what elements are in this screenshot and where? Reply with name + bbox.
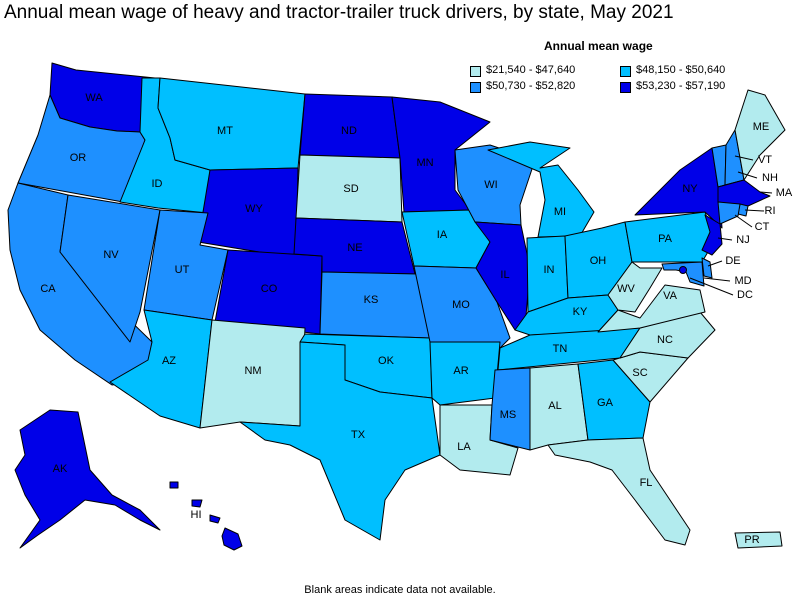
state-ms[interactable] xyxy=(489,367,531,451)
state-label-wy: WY xyxy=(245,203,263,215)
label-leader-line xyxy=(744,209,765,212)
state-hi-oahu[interactable] xyxy=(191,499,203,508)
state-label-mn: MN xyxy=(416,157,433,169)
state-mn[interactable] xyxy=(391,96,491,213)
state-va[interactable] xyxy=(597,284,706,333)
hawaii-islands xyxy=(169,481,243,551)
state-de[interactable] xyxy=(701,257,713,279)
state-label-ia: IA xyxy=(437,229,448,241)
state-label-sd: SD xyxy=(343,183,358,195)
state-md[interactable] xyxy=(661,261,705,287)
legend-swatch-tier-1 xyxy=(620,66,631,77)
state-label-vt: VT xyxy=(758,154,772,166)
state-label-md: MD xyxy=(734,275,751,287)
state-mi[interactable] xyxy=(487,141,595,238)
state-label-tn: TN xyxy=(553,343,568,355)
state-label-ma: MA xyxy=(776,187,793,199)
state-label-va: VA xyxy=(663,290,678,302)
state-label-hi: HI xyxy=(191,509,202,521)
state-wi[interactable] xyxy=(454,144,536,226)
label-leader-line xyxy=(717,237,733,241)
state-dc[interactable] xyxy=(679,266,687,274)
state-label-wv: WV xyxy=(617,283,635,295)
state-label-ut: UT xyxy=(175,264,190,276)
state-ak[interactable] xyxy=(14,409,161,549)
state-label-de: DE xyxy=(725,255,740,267)
state-fl[interactable] xyxy=(547,437,691,546)
state-label-me: ME xyxy=(753,121,770,133)
state-label-wi: WI xyxy=(484,179,497,191)
state-label-ok: OK xyxy=(378,355,395,367)
state-label-nc: NC xyxy=(657,334,673,346)
state-label-oh: OH xyxy=(590,255,607,267)
state-label-tx: TX xyxy=(351,429,366,441)
state-label-la: LA xyxy=(457,441,471,453)
state-label-nv: NV xyxy=(103,249,119,261)
label-leader-line xyxy=(734,214,753,228)
state-labels: WA OR CA ID NV MT WY UT AZ CO NM ND SD NE KS OK TX MN IA MO… xyxy=(40,92,793,546)
state-label-ak: AK xyxy=(53,463,68,475)
state-hi-kauai[interactable] xyxy=(169,481,179,489)
state-pr[interactable] xyxy=(734,531,783,549)
label-leader-line xyxy=(759,191,773,194)
state-label-mo: MO xyxy=(452,299,470,311)
state-label-ms: MS xyxy=(500,409,517,421)
footer-note: Blank areas indicate data not available. xyxy=(304,584,496,596)
legend-label-tier-0: $21,540 - $47,640 xyxy=(486,64,576,76)
state-wv[interactable] xyxy=(607,261,663,313)
state-label-pa: PA xyxy=(658,233,673,245)
legend-label-tier-1: $48,150 - $50,640 xyxy=(636,64,726,76)
state-label-nj: NJ xyxy=(736,234,749,246)
state-hi-big[interactable] xyxy=(221,527,243,551)
state-label-dc: DC xyxy=(737,289,753,301)
state-label-ri: RI xyxy=(765,205,776,217)
state-label-nm: NM xyxy=(244,365,261,377)
legend-swatch-tier-2 xyxy=(470,82,481,93)
legend-swatch-tier-0 xyxy=(470,66,481,77)
map-title: Annual mean wage of heavy and tractor-tr… xyxy=(4,2,674,23)
label-leader-line xyxy=(734,155,754,161)
state-ga[interactable] xyxy=(577,359,651,441)
state-label-co: CO xyxy=(261,283,278,295)
state-ar[interactable] xyxy=(429,341,501,406)
label-leader-line xyxy=(737,171,758,179)
state-label-il: IL xyxy=(500,269,509,281)
state-label-ct: CT xyxy=(755,221,770,233)
legend-title: Annual mean wage xyxy=(544,39,653,53)
state-label-pr: PR xyxy=(744,534,759,546)
state-label-ne: NE xyxy=(347,242,362,254)
state-label-sc: SC xyxy=(632,367,647,379)
state-tx[interactable] xyxy=(239,341,441,541)
state-label-mt: MT xyxy=(217,125,233,137)
state-label-fl: FL xyxy=(640,477,653,489)
state-label-in: IN xyxy=(544,264,555,276)
state-label-ca: CA xyxy=(40,283,56,295)
state-me[interactable] xyxy=(734,89,786,181)
state-nj[interactable] xyxy=(701,214,723,256)
state-hi-maui[interactable] xyxy=(209,514,221,524)
state-label-az: AZ xyxy=(162,355,176,367)
legend-label-tier-2: $50,730 - $52,820 xyxy=(486,80,576,92)
state-label-ky: KY xyxy=(573,306,588,318)
state-mt[interactable] xyxy=(157,77,306,171)
state-label-or: OR xyxy=(70,152,87,164)
state-label-al: AL xyxy=(548,400,561,412)
state-label-ks: KS xyxy=(364,294,379,306)
state-ct[interactable] xyxy=(717,201,741,225)
state-label-ga: GA xyxy=(597,397,614,409)
label-leader-line xyxy=(707,260,723,267)
legend-label-tier-3: $53,230 - $57,190 xyxy=(636,80,726,92)
label-leader-line xyxy=(703,277,731,282)
state-nv[interactable] xyxy=(59,194,161,343)
state-label-nh: NH xyxy=(762,172,778,184)
state-label-nd: ND xyxy=(341,125,357,137)
state-label-ny: NY xyxy=(682,183,698,195)
state-label-mi: MI xyxy=(554,206,566,218)
state-label-ar: AR xyxy=(453,365,468,377)
label-leader-line xyxy=(689,277,734,296)
legend-swatch-tier-3 xyxy=(620,82,631,93)
state-label-wa: WA xyxy=(85,92,103,104)
state-label-id: ID xyxy=(152,178,163,190)
